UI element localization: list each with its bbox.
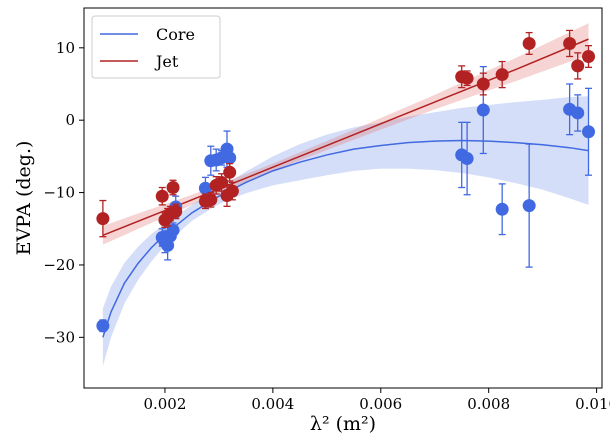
marker bbox=[571, 59, 585, 73]
point-core-16 bbox=[495, 183, 509, 236]
point-jet-0 bbox=[96, 199, 110, 238]
point-core-14 bbox=[460, 121, 474, 196]
y-axis-label: EVPA (deg.) bbox=[13, 141, 35, 256]
x-tick-label: 0.010 bbox=[575, 395, 610, 413]
marker bbox=[522, 199, 536, 213]
marker bbox=[522, 36, 536, 50]
marker bbox=[476, 103, 490, 117]
marker bbox=[96, 319, 110, 333]
marker bbox=[223, 151, 237, 165]
point-jet-17 bbox=[495, 60, 509, 89]
point-jet-5 bbox=[166, 179, 180, 196]
fit-line-jet bbox=[102, 38, 589, 236]
marker bbox=[155, 189, 169, 203]
marker bbox=[582, 125, 596, 139]
marker bbox=[460, 152, 474, 166]
x-tick-label: 0.006 bbox=[359, 395, 402, 413]
x-tick-label: 0.008 bbox=[467, 395, 510, 413]
fit-line-core bbox=[102, 139, 589, 338]
marker bbox=[495, 68, 509, 82]
point-core-0 bbox=[96, 319, 110, 333]
y-tick-label: −20 bbox=[43, 256, 75, 274]
point-jet-6 bbox=[169, 203, 183, 220]
point-jet-16 bbox=[476, 72, 490, 96]
x-tick-label: 0.002 bbox=[143, 395, 186, 413]
y-tick-label: −30 bbox=[43, 328, 75, 346]
point-jet-13 bbox=[225, 181, 239, 201]
legend-label-core: Core bbox=[156, 25, 195, 44]
marker bbox=[166, 181, 180, 195]
marker bbox=[225, 184, 239, 198]
point-core-5 bbox=[166, 222, 180, 239]
legend-box bbox=[91, 15, 221, 79]
point-core-20 bbox=[582, 87, 596, 176]
marker bbox=[204, 193, 218, 207]
axis-ticks: 0.002 0.004 0.006 0.008 0.010 −30 −20 −10 0 10 bbox=[43, 39, 610, 413]
marker bbox=[563, 36, 577, 50]
marker bbox=[495, 202, 509, 216]
x-axis-label: λ² (m²) bbox=[310, 413, 376, 435]
point-jet-19 bbox=[563, 29, 577, 58]
legend: Core Jet bbox=[91, 15, 221, 79]
point-core-19 bbox=[571, 94, 585, 132]
fit-lines bbox=[102, 38, 589, 338]
point-jet-12 bbox=[223, 162, 237, 182]
marker bbox=[460, 71, 474, 85]
point-jet-8 bbox=[204, 191, 218, 208]
marker bbox=[582, 49, 596, 63]
y-tick-label: 10 bbox=[56, 39, 75, 57]
marker bbox=[215, 175, 229, 189]
marker bbox=[96, 212, 110, 226]
x-tick-label: 0.004 bbox=[251, 395, 294, 413]
data-points bbox=[96, 29, 596, 333]
y-tick-label: 0 bbox=[65, 111, 75, 129]
y-tick-label: −10 bbox=[43, 184, 75, 202]
marker bbox=[198, 181, 212, 195]
point-jet-18 bbox=[522, 31, 536, 55]
point-jet-15 bbox=[460, 70, 474, 87]
marker bbox=[571, 106, 585, 120]
point-jet-21 bbox=[582, 44, 596, 69]
legend-label-jet: Jet bbox=[154, 52, 179, 71]
marker bbox=[223, 165, 237, 179]
point-core-17 bbox=[522, 143, 536, 268]
plot-frame bbox=[83, 7, 603, 389]
point-jet-20 bbox=[571, 52, 585, 80]
marker bbox=[169, 204, 183, 218]
marker bbox=[166, 223, 180, 237]
marker bbox=[476, 77, 490, 91]
band-jet bbox=[102, 23, 589, 245]
point-jet-1 bbox=[155, 186, 169, 206]
